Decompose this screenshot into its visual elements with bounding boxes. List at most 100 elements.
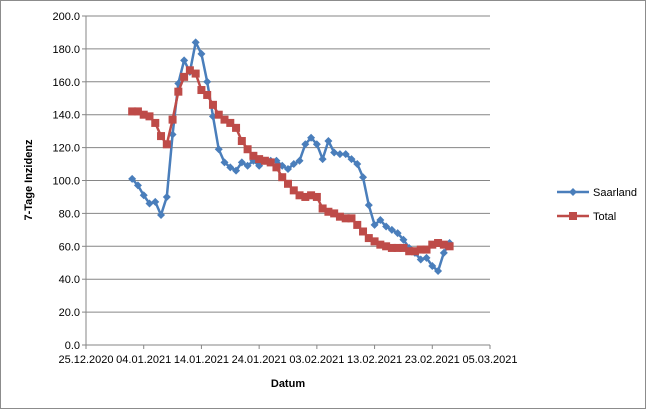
data-point xyxy=(370,237,379,246)
x-tick-label: 13.02.2021 xyxy=(347,354,402,366)
data-point xyxy=(295,156,304,165)
data-point xyxy=(232,166,241,175)
x-axis-ticks: 25.12.2020 04.01.2021 14.01.2021 24.01.2021… xyxy=(58,345,518,366)
data-point xyxy=(439,240,448,249)
data-point xyxy=(428,240,437,249)
data-point xyxy=(289,160,298,169)
data-point xyxy=(214,145,223,154)
data-point xyxy=(307,133,316,142)
data-point xyxy=(157,132,166,141)
data-point xyxy=(191,69,200,78)
x-tick-label: 24.01.2021 xyxy=(232,354,287,366)
data-point xyxy=(157,211,166,220)
y-tick-label: 0.0 xyxy=(65,340,80,352)
legend-item-saarland: Saarland xyxy=(557,187,637,199)
data-point xyxy=(180,72,189,81)
data-point xyxy=(272,163,281,172)
data-point xyxy=(174,87,183,96)
y-tick-label: 180.0 xyxy=(52,44,80,56)
data-point xyxy=(347,214,356,223)
data-point xyxy=(318,204,327,213)
legend-label: Saarland xyxy=(593,187,637,199)
data-point xyxy=(399,243,408,252)
data-point xyxy=(278,173,287,182)
data-point xyxy=(133,107,142,116)
data-point xyxy=(203,77,212,86)
data-point xyxy=(232,123,241,132)
y-tick-label: 140.0 xyxy=(52,110,80,122)
data-point xyxy=(393,229,402,238)
data-point xyxy=(347,155,356,164)
data-point xyxy=(220,115,229,124)
gridlines xyxy=(85,15,490,346)
data-point xyxy=(249,151,258,160)
data-point xyxy=(214,110,223,119)
data-point xyxy=(139,110,148,119)
data-point xyxy=(387,225,396,234)
series-total xyxy=(128,66,454,256)
data-point xyxy=(428,262,437,271)
x-tick-label: 05.03.2021 xyxy=(462,354,517,366)
data-point xyxy=(243,161,252,170)
x-tick-label: 25.12.2020 xyxy=(58,354,113,366)
y-axis-title: 7-Tage Inzidenz xyxy=(23,139,35,221)
data-point xyxy=(422,253,431,262)
data-point xyxy=(335,150,344,159)
data-point xyxy=(382,222,391,231)
series-group xyxy=(128,38,454,275)
data-point xyxy=(243,145,252,154)
data-point xyxy=(197,49,206,58)
data-point xyxy=(359,227,368,236)
data-point xyxy=(237,158,246,167)
data-point xyxy=(359,173,368,182)
x-axis-title: Datum xyxy=(271,378,305,390)
data-point xyxy=(387,243,396,252)
series-line-saarland xyxy=(131,41,451,273)
data-point xyxy=(341,214,350,223)
data-point xyxy=(439,248,448,257)
data-point xyxy=(376,215,385,224)
data-point xyxy=(162,192,171,201)
data-point xyxy=(393,243,402,252)
data-point xyxy=(128,107,137,116)
data-point xyxy=(255,155,264,164)
data-point xyxy=(382,242,391,251)
data-point xyxy=(416,255,425,264)
data-point xyxy=(301,140,310,149)
data-point xyxy=(162,140,171,149)
data-point xyxy=(370,220,379,229)
data-point xyxy=(416,245,425,254)
data-point xyxy=(208,100,217,109)
data-point xyxy=(307,191,316,200)
data-point xyxy=(133,181,142,190)
data-point xyxy=(353,160,362,169)
data-point xyxy=(376,240,385,249)
data-point xyxy=(168,115,177,124)
y-tick-label: 80.0 xyxy=(59,208,80,220)
data-point xyxy=(191,38,200,47)
data-point xyxy=(151,118,160,127)
x-tick-label: 03.02.2021 xyxy=(289,354,344,366)
y-tick-label: 60.0 xyxy=(59,241,80,253)
data-point xyxy=(151,197,160,206)
data-point xyxy=(410,247,419,256)
data-point xyxy=(284,164,292,173)
data-point xyxy=(289,186,298,195)
data-point xyxy=(330,209,339,218)
x-tick-label: 04.01.2021 xyxy=(116,354,171,366)
data-point xyxy=(220,158,229,167)
data-point xyxy=(318,155,327,164)
legend: Saarland Total xyxy=(557,187,637,223)
legend-item-total: Total xyxy=(557,211,616,223)
y-tick-label: 120.0 xyxy=(52,143,80,155)
data-point xyxy=(301,192,310,201)
series-line-total xyxy=(132,69,450,253)
data-point xyxy=(226,118,235,127)
data-point xyxy=(226,163,235,172)
data-point xyxy=(422,245,431,254)
data-point xyxy=(353,220,362,229)
legend-marker xyxy=(569,212,577,220)
data-point xyxy=(295,191,304,200)
data-point xyxy=(145,199,154,208)
